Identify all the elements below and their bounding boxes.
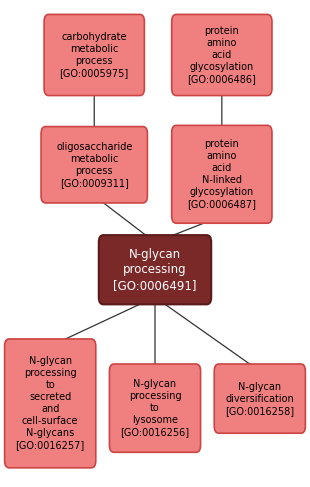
Text: oligosaccharide
metabolic
process
[GO:0009311]: oligosaccharide metabolic process [GO:00… [56,142,132,188]
Text: protein
amino
acid
N-linked
glycosylation
[GO:0006487]: protein amino acid N-linked glycosylatio… [187,139,256,209]
FancyBboxPatch shape [214,364,305,433]
Text: protein
amino
acid
glycosylation
[GO:0006486]: protein amino acid glycosylation [GO:000… [188,26,256,84]
Text: N-glycan
processing
to
secreted
and
cell-surface
N-glycans
[GO:0016257]: N-glycan processing to secreted and cell… [16,356,85,450]
FancyBboxPatch shape [41,127,147,203]
FancyBboxPatch shape [99,235,211,304]
Text: N-glycan
diversification
[GO:0016258]: N-glycan diversification [GO:0016258] [225,382,294,415]
FancyBboxPatch shape [172,125,272,223]
FancyBboxPatch shape [109,364,201,452]
FancyBboxPatch shape [172,15,272,95]
FancyBboxPatch shape [44,15,144,95]
Text: N-glycan
processing
to
lysosome
[GO:0016256]: N-glycan processing to lysosome [GO:0016… [121,379,189,437]
Text: carbohydrate
metabolic
process
[GO:0005975]: carbohydrate metabolic process [GO:00059… [60,32,129,78]
Text: N-glycan
processing
[GO:0006491]: N-glycan processing [GO:0006491] [113,248,197,292]
FancyBboxPatch shape [5,339,96,468]
